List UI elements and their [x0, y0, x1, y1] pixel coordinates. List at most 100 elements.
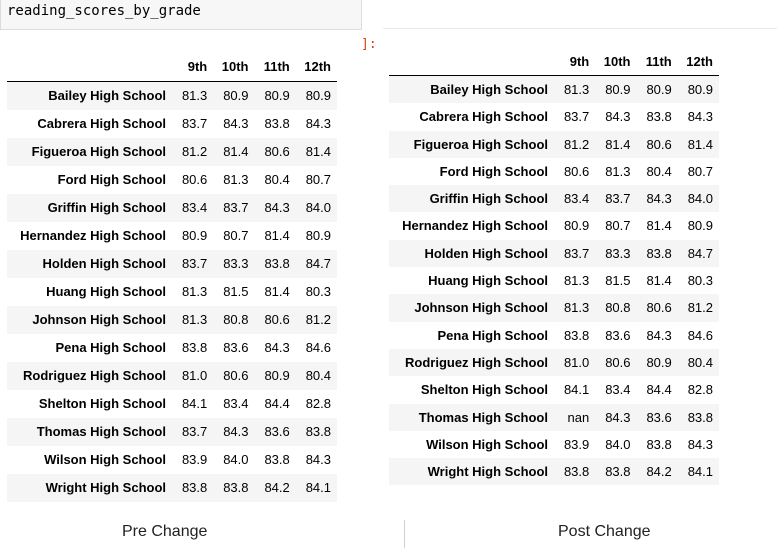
score-cell: 84.0	[687, 191, 713, 207]
school-name-cell: Johnson High School	[32, 312, 166, 327]
cell-divider-line	[383, 28, 777, 29]
school-name-cell: Johnson High School	[414, 300, 548, 316]
score-cell: 80.9	[264, 88, 290, 103]
school-name-cell: Hernandez High School	[20, 228, 166, 243]
table-row: Pena High School 83.8 83.6 84.3 84.6	[389, 321, 719, 349]
caption-divider	[404, 520, 405, 548]
score-cell: 81.3	[181, 284, 208, 299]
score-cell: 81.4	[646, 218, 672, 234]
score-cell: 80.9	[305, 228, 331, 243]
score-cell: 80.4	[305, 368, 331, 383]
score-cell: 83.3	[223, 256, 249, 271]
score-cell: 80.6	[223, 368, 249, 383]
table-row: Thomas High School 83.7 84.3 83.6 83.8	[7, 418, 337, 446]
score-cell: 83.8	[646, 109, 672, 125]
score-cell: 84.3	[605, 409, 631, 425]
score-cell: 80.9	[264, 368, 290, 383]
score-cell: 84.3	[687, 436, 713, 452]
score-cell: 80.3	[305, 284, 331, 299]
score-cell: 80.4	[687, 354, 713, 370]
school-name-cell: Wright High School	[427, 464, 548, 480]
table-row: Ford High School 80.6 81.3 80.4 80.7	[7, 166, 337, 194]
score-cell: 81.3	[563, 273, 590, 289]
school-name-cell: Bailey High School	[48, 88, 166, 103]
score-cell: 84.7	[687, 245, 713, 261]
table-row: Bailey High School 81.3 80.9 80.9 80.9	[389, 75, 719, 104]
post-change-caption: Post Change	[558, 523, 651, 540]
school-name-cell: Cabrera High School	[37, 116, 166, 131]
score-cell: 81.3	[223, 172, 249, 187]
score-cell: 84.6	[687, 327, 713, 343]
index-header	[7, 53, 172, 82]
table-row: Huang High School 81.3 81.5 81.4 80.3	[389, 267, 719, 295]
score-cell: 83.8	[646, 436, 672, 452]
score-cell: 83.4	[223, 396, 249, 411]
table-row: Shelton High School 84.1 83.4 84.4 82.8	[389, 376, 719, 404]
score-cell: 84.3	[223, 424, 249, 439]
score-cell: 83.8	[264, 452, 290, 467]
score-cell: 80.7	[305, 172, 331, 187]
table-row: Hernandez High School 80.9 80.7 81.4 80.9	[7, 222, 337, 250]
score-cell: 81.2	[563, 136, 590, 152]
column-header: 11th	[636, 49, 678, 76]
score-cell: 80.9	[181, 228, 208, 243]
code-cell[interactable]: reading_scores_by_grade	[0, 0, 362, 30]
index-header	[389, 49, 554, 76]
table-row: Wright High School 83.8 83.8 84.2 84.1	[389, 458, 719, 486]
score-cell: 83.7	[181, 116, 208, 131]
table-row: Figueroa High School 81.2 81.4 80.6 81.4	[389, 130, 719, 158]
score-cell: 83.7	[563, 109, 590, 125]
score-cell: 81.4	[223, 144, 249, 159]
table-row: Figueroa High School 81.2 81.4 80.6 81.4	[7, 138, 337, 166]
score-cell: 81.0	[181, 368, 208, 383]
score-cell: 83.6	[264, 424, 290, 439]
score-cell: 83.9	[563, 436, 590, 452]
table-row: Wright High School 83.8 83.8 84.2 84.1	[7, 474, 337, 502]
score-cell: 84.0	[305, 200, 331, 215]
score-cell: 84.1	[563, 382, 590, 398]
table-row: Johnson High School 81.3 80.8 80.6 81.2	[7, 306, 337, 334]
school-name-cell: Ford High School	[439, 163, 548, 179]
table-row: Griffin High School 83.4 83.7 84.3 84.0	[389, 185, 719, 213]
school-name-cell: Pena High School	[55, 340, 166, 355]
score-cell: 83.6	[223, 340, 249, 355]
score-cell: 80.6	[605, 354, 631, 370]
score-cell: 80.9	[605, 82, 631, 97]
score-cell: 81.5	[605, 273, 631, 289]
score-cell: 80.6	[264, 312, 290, 327]
school-name-cell: Shelton High School	[38, 396, 166, 411]
score-cell: 80.7	[223, 228, 249, 243]
score-cell: 83.8	[305, 424, 331, 439]
school-name-cell: Wright High School	[45, 480, 166, 495]
score-cell: 84.2	[264, 480, 290, 495]
school-name-cell: Griffin High School	[429, 191, 548, 207]
table-row: Hernandez High School 80.9 80.7 81.4 80.9	[389, 212, 719, 240]
school-name-cell: Ford High School	[57, 172, 166, 187]
score-cell: 81.2	[687, 300, 713, 316]
score-cell: 80.6	[563, 163, 590, 179]
score-cell: 83.8	[563, 327, 590, 343]
score-cell: 84.2	[646, 464, 672, 480]
table-row: Rodriguez High School 81.0 80.6 80.9 80.4	[389, 348, 719, 377]
header-row: 9th 10th 11th 12th	[389, 49, 719, 76]
header-row: 9th 10th 11th 12th	[7, 53, 337, 82]
school-name-cell: Figueroa High School	[413, 136, 548, 152]
score-cell: 83.8	[646, 245, 672, 261]
school-name-cell: Pena High School	[437, 327, 548, 343]
score-cell: 84.4	[264, 396, 290, 411]
school-name-cell: Bailey High School	[430, 82, 548, 97]
score-cell: 82.8	[687, 382, 713, 398]
score-cell: 81.4	[305, 144, 331, 159]
post-change-table: 9th 10th 11th 12th Bailey High School 81.…	[389, 49, 719, 486]
score-cell: 84.3	[646, 327, 672, 343]
score-cell: 84.3	[687, 109, 713, 125]
score-cell: 81.4	[687, 136, 713, 152]
table-row: Shelton High School 84.1 83.4 84.4 82.8	[7, 390, 337, 418]
score-cell: 84.3	[264, 200, 290, 215]
code-cell-text: reading_scores_by_grade	[7, 3, 201, 19]
table-row: Cabrera High School 83.7 84.3 83.8 84.3	[7, 110, 337, 138]
score-cell: 82.8	[305, 396, 331, 411]
table-row: Holden High School 83.7 83.3 83.8 84.7	[7, 250, 337, 278]
score-cell: 80.7	[605, 218, 631, 234]
score-cell: 81.4	[264, 228, 290, 243]
